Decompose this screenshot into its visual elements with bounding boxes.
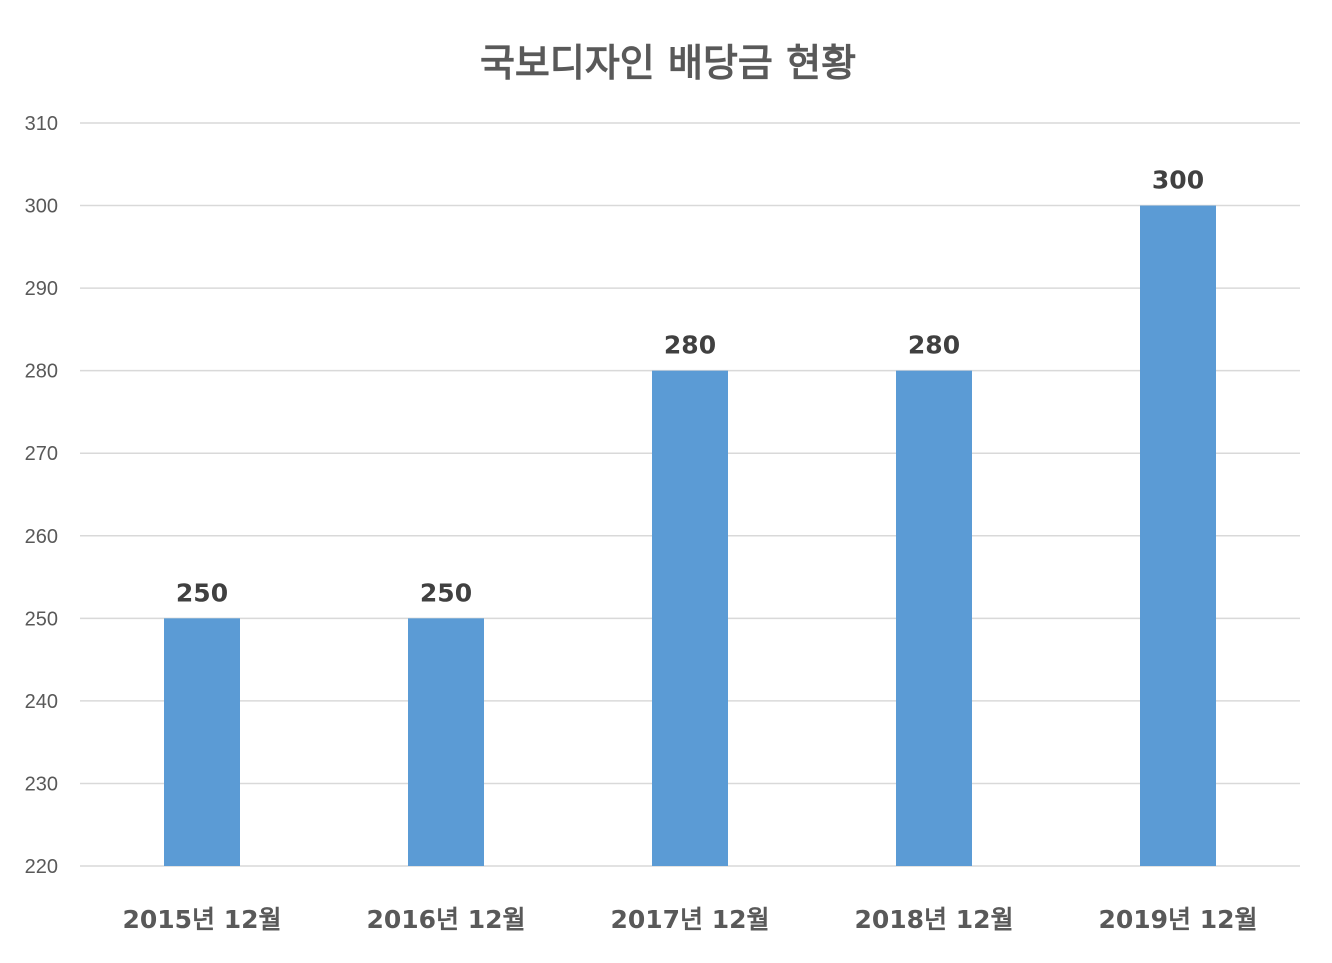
y-tick-label: 270 bbox=[25, 443, 58, 465]
x-category-label: 2019년 12월 bbox=[1098, 905, 1257, 934]
y-tick-label: 230 bbox=[25, 773, 58, 795]
bar bbox=[1140, 205, 1216, 867]
data-label: 280 bbox=[908, 331, 960, 360]
x-category-label: 2017년 12월 bbox=[610, 905, 769, 934]
data-label: 300 bbox=[1152, 166, 1204, 195]
x-axis-category-labels: 2015년 12월 2016년 12월 2017년 12월 2018년 12월 2019… bbox=[122, 905, 1257, 934]
y-tick-label: 250 bbox=[25, 608, 58, 630]
y-axis-tick-labels: 220 230 240 250 260 270 280 290 300 310 bbox=[25, 113, 58, 878]
y-tick-label: 260 bbox=[25, 526, 58, 548]
y-tick-label: 220 bbox=[25, 856, 58, 878]
y-tick-label: 310 bbox=[25, 113, 58, 135]
bars bbox=[164, 205, 1216, 867]
bar bbox=[896, 370, 972, 866]
y-tick-label: 290 bbox=[25, 278, 58, 300]
data-label: 250 bbox=[176, 578, 228, 607]
y-tick-label: 300 bbox=[25, 196, 58, 218]
x-category-label: 2016년 12월 bbox=[366, 905, 525, 934]
y-tick-label: 280 bbox=[25, 361, 58, 383]
y-tick-label: 240 bbox=[25, 691, 58, 713]
bar bbox=[164, 618, 240, 866]
x-category-label: 2015년 12월 bbox=[122, 905, 281, 934]
x-category-label: 2018년 12월 bbox=[854, 905, 1013, 934]
data-label: 250 bbox=[420, 578, 472, 607]
data-labels: 250 250 280 280 300 bbox=[176, 166, 1204, 608]
chart-title: 국보디자인 배당금 현황 bbox=[480, 41, 856, 85]
bar bbox=[408, 618, 484, 866]
data-label: 280 bbox=[664, 331, 716, 360]
bar bbox=[652, 370, 728, 866]
